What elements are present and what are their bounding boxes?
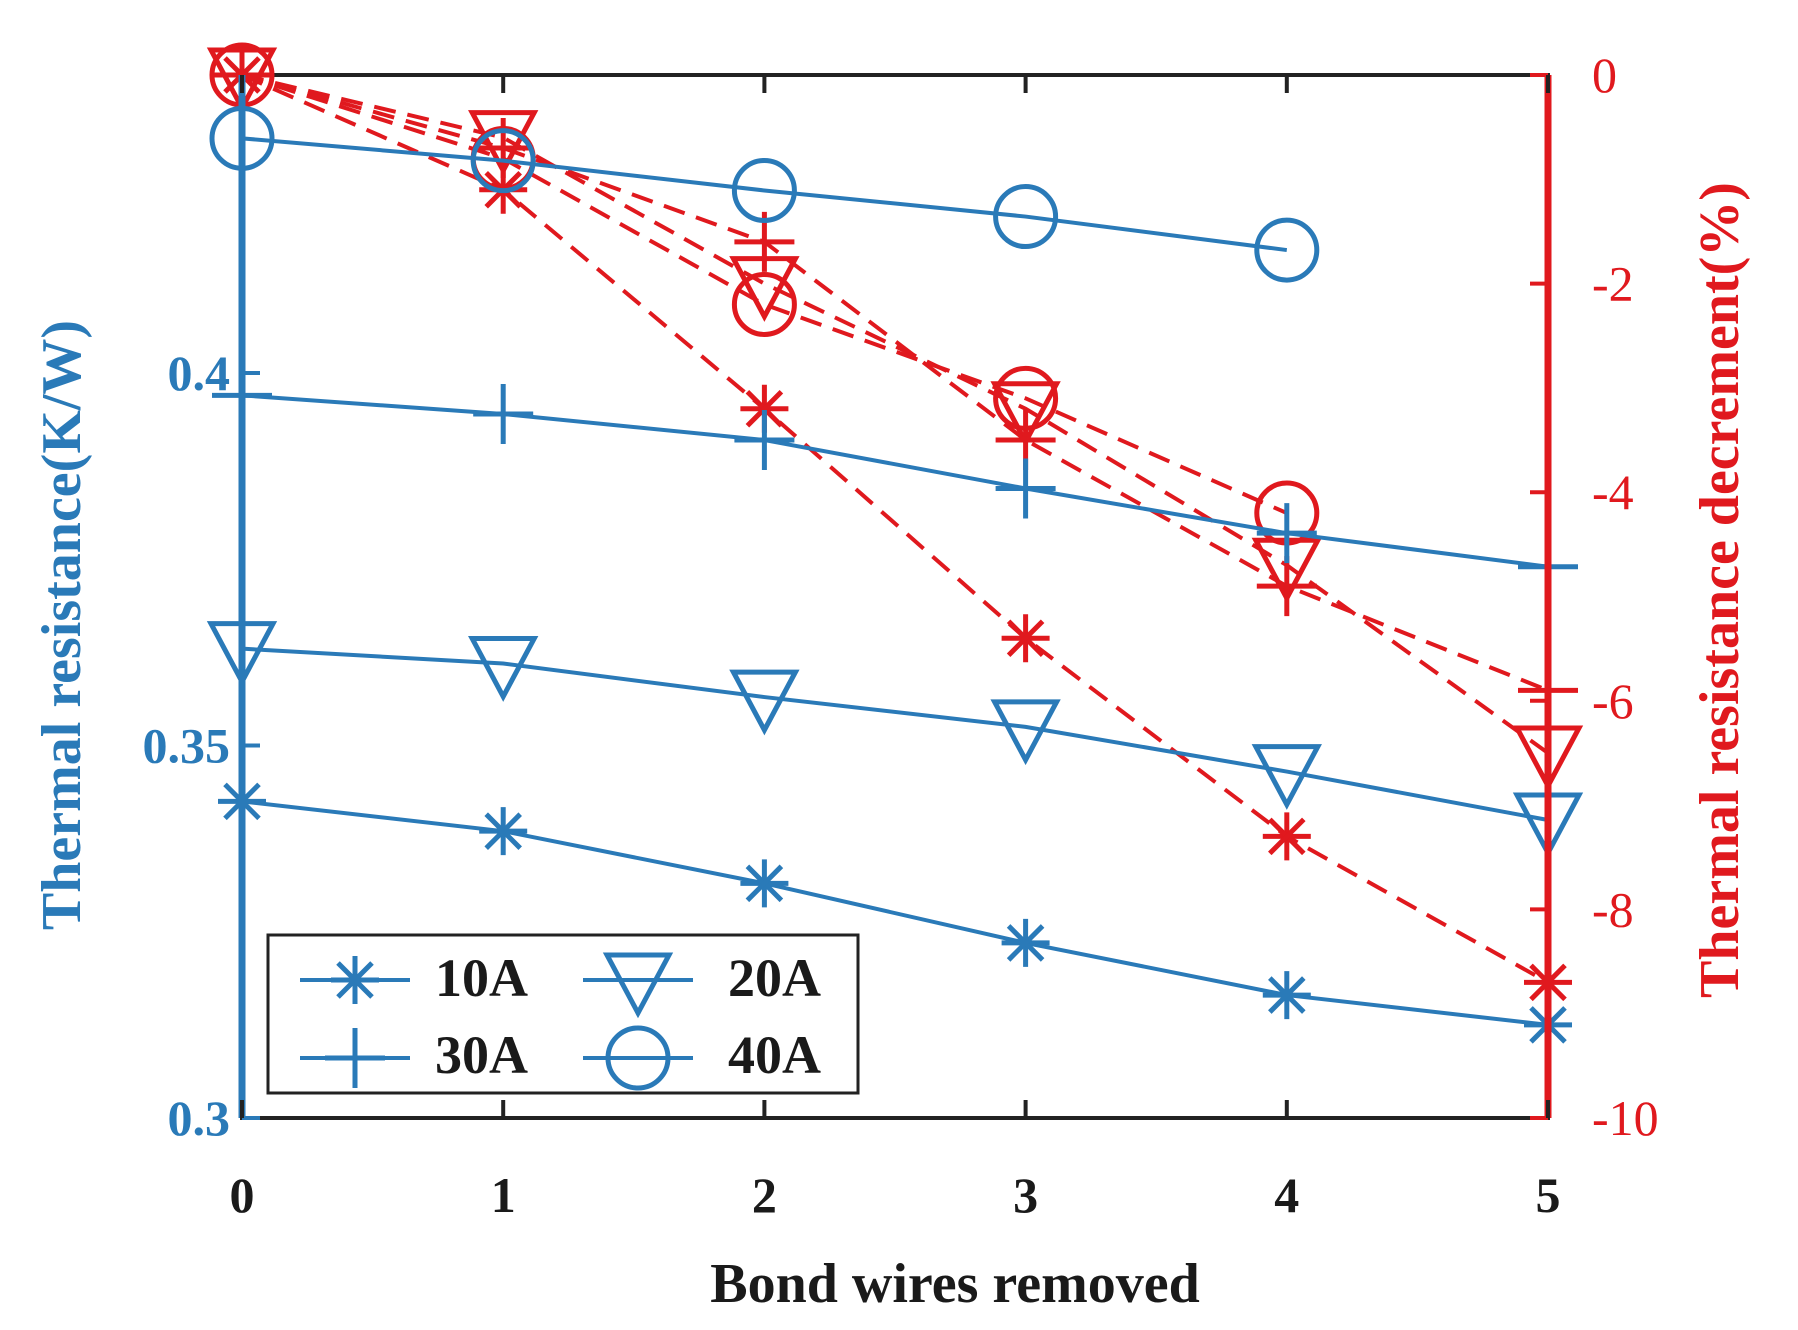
right-tick-label--6: -6: [1592, 673, 1634, 729]
left-point-40a-1: [470, 128, 536, 194]
left-point-20a-4: [1251, 744, 1322, 810]
right-tick-label--4: -4: [1592, 464, 1634, 520]
left-point-10a-3: [1001, 918, 1050, 967]
left-point-10a-2: [740, 859, 789, 908]
left-line-20a: [241, 646, 1549, 822]
left-point-20a-2: [729, 669, 800, 736]
right-y-ticks: 0 -2 -4 -6 -8 -10: [1530, 47, 1659, 1146]
right-point-40a-2: [731, 271, 797, 337]
x-tick-label-3: 3: [1013, 1167, 1038, 1223]
right-tick-label--8: -8: [1592, 881, 1634, 937]
left-point-10a-4: [1262, 971, 1311, 1020]
right-line-20a: [241, 73, 1550, 755]
left-tick-label-0-3: 0.3: [168, 1090, 231, 1146]
right-tick-label--2: -2: [1592, 256, 1634, 312]
right-tick-label-0: 0: [1592, 47, 1617, 103]
right-point-20a-1: [468, 110, 539, 176]
left-line-30a: [241, 393, 1549, 569]
left-point-10a-1: [479, 807, 528, 856]
left-tick-label-0-4: 0.4: [168, 345, 231, 401]
legend-marker-10a: [331, 956, 379, 1004]
right-y-axis-title: Thermal resistance decrement(%): [1689, 182, 1751, 998]
right-line-40a: [241, 73, 1288, 515]
x-tick-label-1: 1: [491, 1167, 516, 1223]
left-point-20a-1: [468, 636, 539, 702]
x-tick-label-5: 5: [1536, 1167, 1561, 1223]
legend-label-30a: 30A: [435, 1025, 528, 1085]
legend: 10A 20A 30A 40A: [266, 933, 860, 1095]
left-point-30a-1: [473, 383, 534, 444]
left-y-axis-title: Thermal resistance(K/W): [31, 320, 93, 930]
x-ticks: 0 1 2 3 4 5: [230, 75, 1561, 1223]
legend-label-10a: 10A: [435, 948, 528, 1008]
left-point-40a-3: [993, 184, 1059, 250]
right-point-10a-4: [1262, 812, 1311, 861]
legend-markers: [300, 952, 693, 1091]
left-series-20a: [206, 621, 1584, 859]
left-line-40a: [241, 136, 1288, 253]
left-point-40a-4: [1254, 217, 1320, 283]
left-tick-label-0-35: 0.35: [143, 718, 231, 774]
legend-marker-40a: [605, 1025, 671, 1091]
left-y-ticks: 0.3 0.35 0.4: [143, 345, 260, 1146]
right-line-10a: [241, 73, 1549, 985]
left-series-group: [206, 105, 1584, 1049]
right-point-20a-3: [990, 381, 1061, 448]
left-point-30a-2: [734, 410, 795, 471]
x-tick-label-4: 4: [1274, 1167, 1299, 1223]
x-axis-title: Bond wires removed: [710, 1253, 1199, 1315]
left-series-40a: [209, 105, 1320, 283]
x-tick-label-0: 0: [230, 1167, 255, 1223]
left-point-40a-2: [731, 157, 797, 223]
left-point-30a-3: [995, 458, 1056, 519]
legend-box: [266, 933, 860, 1095]
right-point-40a-3: [993, 365, 1059, 431]
left-point-20a-3: [990, 699, 1061, 766]
left-point-30a-4: [1256, 503, 1317, 564]
right-tick-label--10: -10: [1592, 1090, 1659, 1146]
right-point-10a-3: [1001, 614, 1050, 663]
left-line-10a: [241, 799, 1549, 1027]
legend-label-20a: 20A: [728, 948, 821, 1008]
legend-marker-20a: [602, 952, 674, 1019]
x-tick-label-2: 2: [752, 1167, 777, 1223]
legend-label-40a: 40A: [728, 1025, 821, 1085]
legend-marker-30a: [325, 1028, 385, 1088]
right-point-30a-4: [1256, 556, 1317, 617]
